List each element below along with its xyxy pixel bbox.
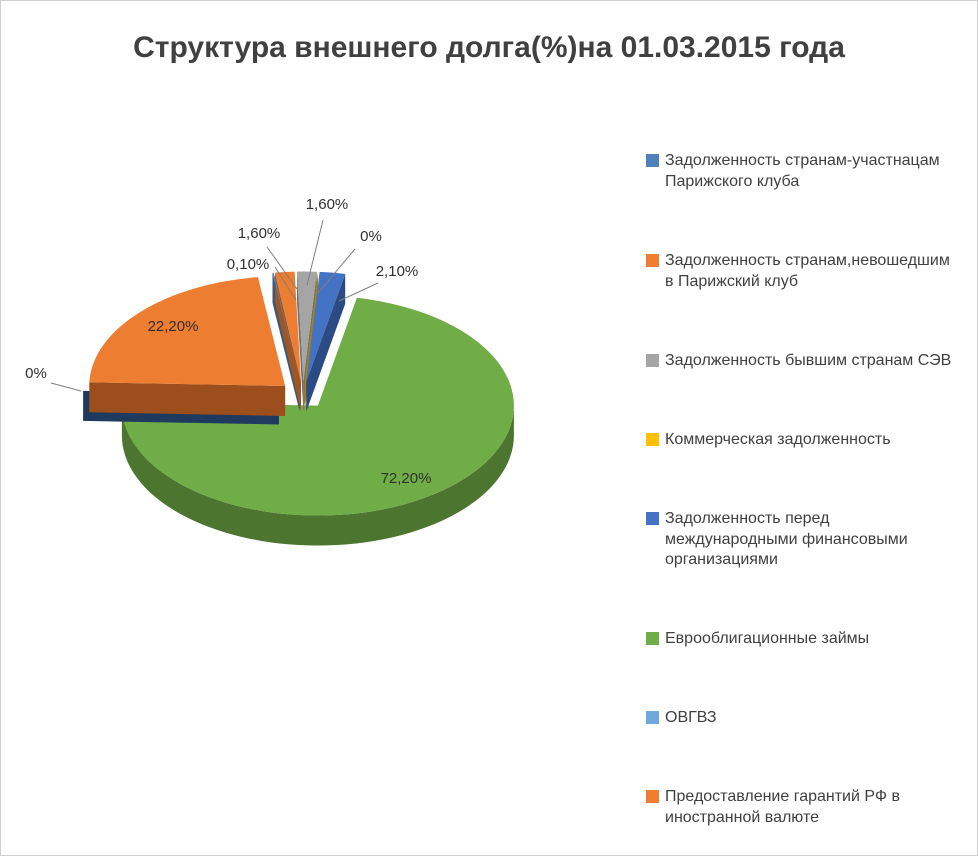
pie-slice-1 (275, 271, 301, 382)
pie-slice-2-side-start (297, 271, 304, 412)
legend-item-2: Задолженность бывшим странам СЭВ (646, 351, 968, 372)
chart-title-text: Структура внешнего долга(%)на 01.03.2015… (133, 31, 845, 64)
legend-swatch-7 (646, 790, 659, 804)
pie-slice-0 (272, 272, 300, 382)
pie-slice-5 (121, 297, 514, 516)
pie-data-label-0: 0,10% (227, 256, 270, 273)
legend-label-2: Задолженность бывшим странам СЭВ (665, 351, 952, 369)
pie-slice-4-side-end (306, 273, 346, 412)
legend-label-1: Задолженность странам,невошедшим в Париж… (665, 251, 950, 290)
pie-label-leader-1 (266, 246, 298, 290)
pie-data-label-1: 1,60% (238, 225, 281, 242)
legend-label-0: Задолженность странам-участнацам Парижск… (665, 152, 940, 190)
legend-item-1: Задолженность странам,невошедшим в Париж… (646, 251, 968, 293)
legend-item-0: Задолженность странам-участнацам Парижск… (646, 151, 968, 193)
legend-swatch-5 (646, 632, 659, 646)
legend-swatch-1 (646, 253, 659, 267)
pie-slice-7 (89, 277, 286, 386)
legend-item-3: Коммерческая задолженность (646, 430, 968, 451)
legend-swatch-2 (646, 353, 659, 367)
pie-data-label-3: 0% (360, 228, 382, 245)
legend-label-6: ОВГВЗ (665, 709, 717, 727)
legend: Задолженность странам-участнацам Парижск… (646, 151, 968, 829)
legend-item-5: Еврооблигационные займы (646, 629, 968, 650)
legend-swatch-4 (646, 511, 659, 525)
pie-data-label-6: 0% (25, 365, 47, 382)
pie-label-leader-6 (50, 382, 82, 392)
legend-label-4: Задолженность перед международными финан… (665, 509, 908, 569)
legend-label-3: Коммерческая задолженность (665, 430, 891, 448)
pie-slice-5-rim (121, 405, 514, 546)
legend-item-4: Задолженность перед международными финан… (646, 509, 968, 571)
pie-data-label-7: 22,20% (148, 318, 199, 335)
pie-slice-2 (297, 271, 317, 382)
pie-data-label-2: 1,60% (306, 196, 349, 213)
pie-label-leader-4 (338, 282, 379, 302)
legend-swatch-0 (646, 154, 659, 167)
legend-item-7: Предоставление гарантий РФ в иностранной… (646, 787, 968, 829)
pie-label-leader-0 (274, 266, 297, 301)
pie-data-label-4: 2,10% (376, 263, 419, 280)
pie-label-leader-3 (317, 248, 356, 294)
pie-data-label-5: 72,20% (381, 470, 432, 487)
legend-label-7: Предоставление гарантий РФ в иностранной… (665, 788, 900, 827)
chart-title: Структура внешнего долга(%)на 01.03.2015… (1, 25, 977, 70)
legend-item-6: ОВГВЗ (646, 708, 968, 729)
pie-slice-4 (306, 271, 346, 382)
legend-swatch-6 (646, 711, 659, 725)
legend-label-5: Еврооблигационные займы (665, 630, 870, 648)
pie-label-leader-2 (306, 219, 324, 286)
pie-slice-7-side-start (89, 382, 286, 416)
legend-swatch-3 (646, 432, 659, 446)
